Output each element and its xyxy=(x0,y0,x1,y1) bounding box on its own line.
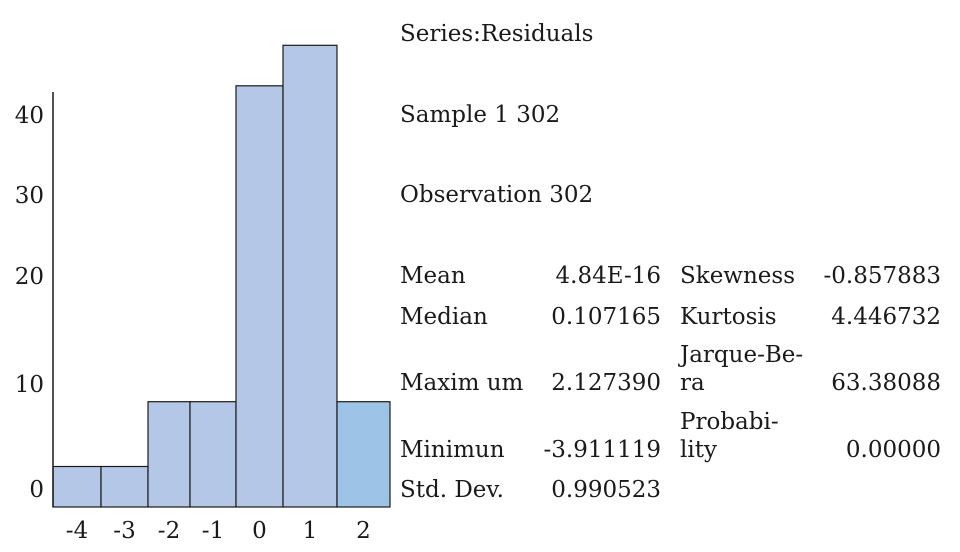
histogram-bar xyxy=(282,44,338,508)
y-tick-label: 30 xyxy=(15,183,44,209)
x-tick-label: -3 xyxy=(113,518,135,544)
y-tick-label: 10 xyxy=(15,372,44,398)
x-tick-label: 2 xyxy=(356,518,371,544)
histogram-bar xyxy=(147,401,191,508)
probability-value: 0.00000 xyxy=(845,437,941,463)
minimum-value: -3.911119 xyxy=(543,437,661,463)
y-tick-label: 40 xyxy=(15,103,44,129)
mean-label: Mean xyxy=(400,263,466,289)
jarque-bera-label-line1: Jarque-Be- xyxy=(680,342,804,368)
jarque-bera-value: 63.38088 xyxy=(831,370,941,396)
minimum-label: Minimun xyxy=(400,437,505,463)
median-label: Median xyxy=(400,304,488,330)
jarque-bera-label-line2: ra xyxy=(680,370,705,396)
std-dev-label: Std. Dev. xyxy=(400,477,504,503)
x-tick-label: -2 xyxy=(158,518,180,544)
maximum-label: Maxim um xyxy=(400,370,524,396)
observation-label: Observation 302 xyxy=(400,182,594,208)
y-tick-label: 0 xyxy=(29,477,44,503)
median-value: 0.107165 xyxy=(551,304,661,330)
mean-value: 4.84E-16 xyxy=(555,263,661,289)
maximum-value: 2.127390 xyxy=(551,370,661,396)
sample-label: Sample 1 302 xyxy=(400,102,561,128)
histogram-bar xyxy=(336,401,391,508)
probability-label-line2: lity xyxy=(680,437,717,463)
kurtosis-label: Kurtosis xyxy=(680,304,777,330)
x-tick-label: -1 xyxy=(202,518,224,544)
kurtosis-value: 4.446732 xyxy=(831,304,941,330)
histogram-bar xyxy=(100,465,149,508)
y-tick-label: 20 xyxy=(15,264,44,290)
x-tick-label: 1 xyxy=(303,518,318,544)
x-tick-label: -4 xyxy=(66,518,88,544)
skewness-label: Skewness xyxy=(680,263,796,289)
std-dev-value: 0.990523 xyxy=(551,477,661,503)
series-label: Series:Residuals xyxy=(400,21,594,47)
x-tick-label: 0 xyxy=(252,518,267,544)
histogram-bar xyxy=(235,85,284,508)
probability-label-line1: Probabi- xyxy=(680,409,779,435)
skewness-value: -0.857883 xyxy=(823,263,941,289)
